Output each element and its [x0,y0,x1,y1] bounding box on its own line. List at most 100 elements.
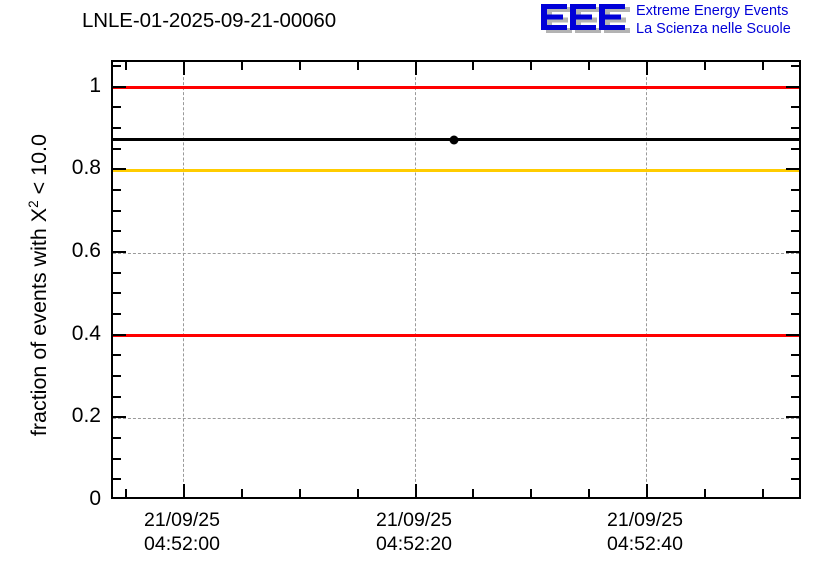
x-axis-tick-minor [762,489,764,497]
y-axis-tick-minor [113,188,121,191]
x-axis-tick-major-top [646,62,648,75]
y-axis-tick-minor [113,312,121,315]
x-axis-tick-minor [530,489,532,497]
y-tick-label: 1 [89,73,101,97]
y-axis-tick-minor [113,292,121,295]
y-axis-tick-minor [113,106,121,109]
warning-line [113,169,799,172]
x-axis-tick-major [183,484,185,497]
y-tick-label: 0.4 [71,321,101,345]
x-axis-tick-minor-top [299,62,301,70]
y-axis-tick-major [113,250,126,253]
y-axis-tick-minor [113,375,121,377]
y-axis-tick-minor [113,147,121,150]
x-axis-tick-minor-top [472,62,474,70]
y-axis-tick-minor [113,478,121,481]
x-axis-tick-minor-top [530,62,532,70]
x-tick-label-date: 21/09/25 [607,509,683,531]
y-tick-label: 0 [89,487,101,510]
x-axis-tick-minor-top [241,62,243,70]
y-axis-tick-major-right [786,416,799,419]
gridline-horizontal [113,418,799,420]
y-axis-tick-minor-right [791,292,799,295]
y-axis-tick-major [113,85,126,88]
y-axis-tick-minor [113,209,121,212]
data-point[interactable] [449,135,459,144]
lower-limit-line [113,334,799,337]
eee-logo-text: Extreme Energy Events La Scienza nelle S… [636,3,791,38]
x-tick-label-date: 21/09/25 [376,509,452,531]
y-tick-label: 0.6 [71,238,101,262]
y-axis-tick-minor-right [791,478,799,481]
y-axis-tick-minor [113,395,121,398]
gridline-vertical [183,62,184,497]
x-axis-tick-major-top [415,62,417,75]
y-axis-tick-minor-right [791,230,799,233]
eee-logo-line1: Extreme Energy Events [636,3,789,19]
y-axis-tick-minor [113,64,121,67]
x-tick-label-date: 21/09/25 [144,509,220,531]
eee-logo-line2: La Scienza nelle Scuole [636,20,791,37]
y-axis-tick-minor-right [791,312,799,315]
y-axis-tick-minor [113,457,121,460]
y-axis-tick-minor-right [791,64,799,67]
gridline-horizontal [113,252,799,254]
x-axis-tick-major-top [183,62,185,75]
y-axis-tick-minor-right [791,147,799,150]
y-axis-tick-minor-right [791,457,799,460]
x-axis-tick-major [415,484,417,497]
y-axis-tick-major-right [786,85,799,88]
x-axis-tick-minor [357,489,359,497]
y-axis-tick-minor-right [791,437,799,439]
x-axis-tick-minor-top [588,62,590,70]
chart-title: LNLE-01-2025-09-21-00060 [82,9,337,32]
y-axis-tick-major [113,168,126,171]
plot-area [111,60,801,499]
y-axis-tick-minor [113,354,121,357]
y-axis-tick-major-right [786,250,799,253]
gridline-vertical [646,62,647,497]
x-tick-label-time: 04:52:00 [144,533,220,555]
y-axis-tick-minor-right [791,375,799,377]
y-axis-tick-minor-right [791,354,799,357]
y-tick-label-group: 0 0.2 0.4 0.6 0.8 1 [0,60,836,511]
y-axis-tick-major [113,333,126,336]
y-tick-label: 0.2 [71,404,101,428]
y-axis-tick-minor-right [791,209,799,212]
x-tick-label: 21/09/25 04:52:20 [376,508,452,556]
x-axis-tick-minor [125,489,127,497]
gridline-vertical [415,62,416,497]
eee-logo: Extreme Energy Events La Scienza nelle S… [538,2,834,44]
y-axis-tick-minor [113,230,121,233]
x-axis-tick-minor [704,489,706,497]
y-axis-tick-minor-right [791,395,799,398]
y-axis-tick-minor-right [791,106,799,109]
x-axis-tick-minor-top [357,62,359,70]
x-axis-tick-minor [299,489,301,497]
y-axis-tick-major [113,416,126,419]
x-tick-label: 21/09/25 04:52:40 [607,508,683,556]
x-axis-tick-major [646,484,648,497]
y-tick-label: 0.8 [71,156,101,180]
y-axis-tick-minor-right [791,188,799,191]
y-axis-tick-minor [113,437,121,439]
y-axis-tick-major-right [786,333,799,336]
eee-logo-mark [541,4,630,33]
x-axis-tick-minor [472,489,474,497]
x-axis-tick-minor-top [125,62,127,70]
x-tick-label-time: 04:52:40 [607,533,683,555]
y-axis-tick-major-right [786,168,799,171]
x-tick-label: 21/09/25 04:52:00 [144,508,220,556]
x-axis-tick-minor-top [762,62,764,70]
plot-inner [113,62,799,497]
x-axis-tick-minor [241,489,243,497]
upper-limit-line [113,86,799,89]
y-axis-tick-minor [113,271,121,274]
y-axis-tick-minor-right [791,271,799,274]
x-axis-tick-minor-top [704,62,706,70]
x-tick-label-time: 04:52:20 [376,533,452,555]
x-axis-tick-minor [588,489,590,497]
y-axis-tick-minor-right [791,126,799,129]
y-axis-tick-minor [113,126,121,129]
